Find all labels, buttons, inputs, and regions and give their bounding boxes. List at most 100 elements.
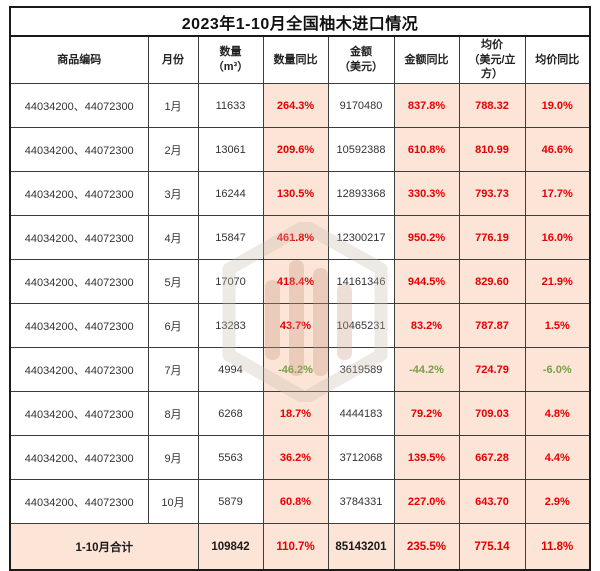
col-header-amount-yoy: 金额同比 [393, 35, 460, 84]
header-label: 商品编码 [57, 53, 102, 66]
header-label: 月份 [162, 53, 184, 66]
cell-quantity-yoy: -46.2% [262, 347, 329, 392]
cell-quantity: 17070 [197, 259, 264, 304]
cell-commodity-code: 44034200、44072300 [9, 435, 149, 480]
cell-month: 8月 [147, 391, 199, 436]
cell-amount: 10465231 [327, 303, 395, 348]
cell-commodity-code: 44034200、44072300 [9, 303, 149, 348]
cell-quantity-yoy: 60.8% [262, 479, 329, 524]
cell-amount-yoy: -44.2% [393, 347, 460, 392]
cell-avg-price-yoy: 17.7% [524, 171, 591, 216]
cell-amount: 12893368 [327, 171, 395, 216]
cell-month: 10月 [147, 479, 199, 524]
cell-quantity-yoy: 130.5% [262, 171, 329, 216]
table-row: 44034200、44072300 10月 5879 60.8% 3784331… [9, 479, 591, 524]
cell-avg-price: 793.73 [458, 171, 526, 216]
cell-avg-price: 810.99 [458, 127, 526, 172]
header-label: 数量 [219, 46, 242, 59]
cell-avg-price: 724.79 [458, 347, 526, 392]
cell-amount-yoy: 610.8% [393, 127, 460, 172]
cell-month: 9月 [147, 435, 199, 480]
cell-amount: 3619589 [327, 347, 395, 392]
cell-avg-price-yoy: 4.8% [524, 391, 591, 436]
cell-month: 7月 [147, 347, 199, 392]
col-header-avg-price: 均价 （美元/立方） [458, 35, 526, 84]
cell-month: 3月 [147, 171, 199, 216]
header-label: 金额同比 [404, 53, 449, 66]
cell-avg-price: 788.32 [458, 83, 526, 128]
table-row: 44034200、44072300 1月 11633 264.3% 917048… [9, 83, 591, 128]
cell-month: 2月 [147, 127, 199, 172]
cell-commodity-code: 44034200、44072300 [9, 215, 149, 260]
header-sublabel: （m³） [212, 61, 249, 73]
cell-avg-price: 643.70 [458, 479, 526, 524]
cell-quantity-yoy: 18.7% [262, 391, 329, 436]
cell-avg-price: 709.03 [458, 391, 526, 436]
total-row: 1-10月合计 109842 110.7% 85143201 235.5% 77… [9, 523, 591, 571]
cell-amount-yoy: 330.3% [393, 171, 460, 216]
table-row: 44034200、44072300 8月 6268 18.7% 4444183 … [9, 391, 591, 436]
cell-amount-yoy: 837.8% [393, 83, 460, 128]
cell-avg-price-yoy: -6.0% [524, 347, 591, 392]
cell-commodity-code: 44034200、44072300 [9, 347, 149, 392]
cell-commodity-code: 44034200、44072300 [9, 83, 149, 128]
cell-commodity-code: 44034200、44072300 [9, 259, 149, 304]
page-title: 2023年1-10月全国柚木进口情况 [9, 6, 591, 37]
total-label: 1-10月合计 [9, 523, 199, 571]
cell-avg-price: 829.60 [458, 259, 526, 304]
header-sublabel: （美元/立方） [468, 53, 516, 81]
cell-quantity-yoy: 36.2% [262, 435, 329, 480]
cell-amount-yoy: 944.5% [393, 259, 460, 304]
cell-month: 5月 [147, 259, 199, 304]
cell-amount: 10592388 [327, 127, 395, 172]
table-row: 44034200、44072300 4月 15847 461.8% 123002… [9, 215, 591, 260]
header-label: 金额 [350, 46, 372, 59]
cell-amount: 4444183 [327, 391, 395, 436]
cell-quantity-yoy: 209.6% [262, 127, 329, 172]
cell-avg-price-yoy: 4.4% [524, 435, 591, 480]
cell-quantity-yoy: 461.8% [262, 215, 329, 260]
col-header-commodity-code: 商品编码 [9, 35, 149, 84]
cell-amount-yoy: 139.5% [393, 435, 460, 480]
cell-avg-price-yoy: 1.5% [524, 303, 591, 348]
cell-avg-price-yoy: 46.6% [524, 127, 591, 172]
cell-amount: 3712068 [327, 435, 395, 480]
cell-commodity-code: 44034200、44072300 [9, 171, 149, 216]
cell-avg-price-yoy: 21.9% [524, 259, 591, 304]
cell-month: 4月 [147, 215, 199, 260]
cell-quantity: 13061 [197, 127, 264, 172]
cell-avg-price: 667.28 [458, 435, 526, 480]
cell-quantity: 5879 [197, 479, 264, 524]
header-label: 均价 [481, 38, 503, 51]
cell-quantity-yoy: 264.3% [262, 83, 329, 128]
cell-avg-price: 787.87 [458, 303, 526, 348]
table-row: 44034200、44072300 7月 4994 -46.2% 3619589… [9, 347, 591, 392]
cell-amount: 3784331 [327, 479, 395, 524]
cell-quantity: 13283 [197, 303, 264, 348]
cell-month: 1月 [147, 83, 199, 128]
cell-avg-price: 776.19 [458, 215, 526, 260]
total-quantity-yoy: 110.7% [262, 523, 329, 571]
total-quantity: 109842 [197, 523, 264, 571]
cell-month: 6月 [147, 303, 199, 348]
col-header-avg-price-yoy: 均价同比 [524, 35, 591, 84]
col-header-quantity-yoy: 数量同比 [262, 35, 329, 84]
table-row: 44034200、44072300 5月 17070 418.4% 141613… [9, 259, 591, 304]
table-row: 44034200、44072300 2月 13061 209.6% 105923… [9, 127, 591, 172]
cell-quantity: 5563 [197, 435, 264, 480]
cell-amount-yoy: 227.0% [393, 479, 460, 524]
cell-avg-price-yoy: 19.0% [524, 83, 591, 128]
table-row: 44034200、44072300 9月 5563 36.2% 3712068 … [9, 435, 591, 480]
total-amount: 85143201 [327, 523, 395, 571]
cell-quantity: 4994 [197, 347, 264, 392]
cell-quantity: 16244 [197, 171, 264, 216]
cell-amount-yoy: 950.2% [393, 215, 460, 260]
cell-amount-yoy: 79.2% [393, 391, 460, 436]
cell-commodity-code: 44034200、44072300 [9, 127, 149, 172]
col-header-quantity: 数量 （m³） [197, 35, 264, 84]
teak-import-table: 2023年1-10月全国柚木进口情况 商品编码 月份 数量 （m³） 数量同比 金… [9, 6, 591, 571]
col-header-amount: 金额 （美元） [327, 35, 395, 84]
header-sublabel: （美元） [339, 61, 383, 73]
header-label: 均价同比 [535, 53, 580, 66]
